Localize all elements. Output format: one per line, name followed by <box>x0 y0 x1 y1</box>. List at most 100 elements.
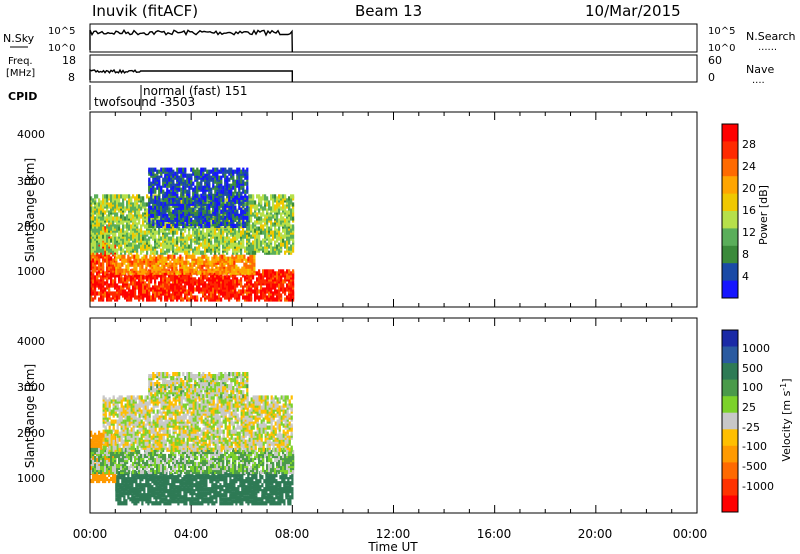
power-cell <box>238 179 241 184</box>
power-cell <box>108 194 111 199</box>
power-cell <box>164 271 167 276</box>
power-cell <box>268 250 271 255</box>
power-cell <box>141 256 144 261</box>
power-cell <box>204 289 207 294</box>
power-cell <box>220 167 223 172</box>
power-cell <box>290 250 293 255</box>
power-cell <box>162 289 165 294</box>
power-cell <box>206 234 209 239</box>
power-cell <box>98 226 101 231</box>
power-cell <box>212 232 215 237</box>
power-cell <box>276 289 279 294</box>
power-cell <box>168 207 171 212</box>
power-cell <box>222 281 225 286</box>
power-cell <box>246 211 249 216</box>
power-cell <box>178 197 181 202</box>
power-cell <box>206 242 209 247</box>
power-cell <box>204 250 207 255</box>
power-ytick-4000: 4000 <box>17 128 45 141</box>
power-cell <box>172 250 175 255</box>
power-cell <box>214 226 217 231</box>
power-cell <box>162 167 165 172</box>
power-cell <box>102 220 105 225</box>
power-cell <box>262 293 265 298</box>
power-cell <box>132 214 135 219</box>
power-cell <box>102 250 105 255</box>
power-cell <box>198 181 201 186</box>
power-cell <box>217 256 220 261</box>
power-cell <box>290 244 293 249</box>
power-cell <box>235 254 238 259</box>
power-cell <box>216 171 219 176</box>
power-cell <box>168 289 171 294</box>
power-cell <box>200 250 203 255</box>
power-cell <box>248 212 251 217</box>
power-cell <box>136 222 139 227</box>
power-cell <box>202 219 205 224</box>
power-cell <box>152 213 155 218</box>
velocity-cell <box>161 487 164 492</box>
power-cell <box>244 230 247 235</box>
power-cell <box>118 285 121 290</box>
power-cell <box>280 216 283 221</box>
power-cell <box>234 279 237 284</box>
power-cell <box>186 240 189 245</box>
power-cell <box>156 223 159 228</box>
velocity-cell <box>195 481 198 486</box>
power-cell <box>124 250 127 255</box>
power-cell <box>151 256 154 261</box>
power-cell <box>117 254 120 259</box>
power-cell <box>108 216 111 221</box>
power-cell <box>250 208 253 213</box>
velocity-cell <box>139 493 142 498</box>
power-cell <box>266 202 269 207</box>
velocity-cell <box>181 477 184 482</box>
power-cell <box>208 277 211 282</box>
velocity-cell <box>213 489 216 494</box>
power-cell <box>110 291 113 296</box>
power-cell <box>232 244 235 249</box>
power-cell <box>158 291 161 296</box>
velocity-cell <box>123 495 126 500</box>
power-cell <box>160 228 163 233</box>
power-cell <box>164 207 167 212</box>
power-cell <box>200 297 203 302</box>
power-cell <box>160 171 163 176</box>
power-cell <box>120 202 123 207</box>
power-cell <box>192 277 195 282</box>
power-cell <box>224 226 227 231</box>
power-cell <box>262 194 265 199</box>
power-cell <box>274 240 277 245</box>
power-cell <box>219 262 222 267</box>
power-cell <box>278 275 281 280</box>
power-cell <box>232 293 235 298</box>
power-cell <box>208 175 211 180</box>
power-cell <box>124 295 127 300</box>
power-cell <box>202 175 205 180</box>
power-cell <box>166 236 169 241</box>
power-cell <box>154 199 157 204</box>
velocity-cell <box>195 501 198 506</box>
power-cell <box>110 244 113 249</box>
power-cell <box>220 285 223 290</box>
power-cell <box>219 258 222 263</box>
power-cell <box>218 210 221 215</box>
power-cell <box>138 194 141 199</box>
power-cell <box>150 295 153 300</box>
power-cell <box>262 210 265 215</box>
power-cell <box>133 258 136 263</box>
power-cell <box>234 283 237 288</box>
velocity-cell <box>167 479 170 484</box>
power-cell <box>278 269 281 274</box>
power-cell <box>168 204 171 209</box>
power-cell <box>166 223 169 228</box>
power-cell <box>256 226 259 231</box>
power-cell <box>154 230 157 235</box>
velocity-cell <box>177 473 180 478</box>
velocity-cell <box>117 493 120 498</box>
power-cell <box>292 281 295 286</box>
power-cell <box>122 202 125 207</box>
power-cell <box>144 275 147 280</box>
power-cell <box>234 217 237 222</box>
power-cell <box>140 250 143 255</box>
